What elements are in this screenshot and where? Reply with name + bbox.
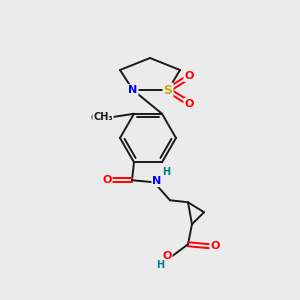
Text: CH₃: CH₃ <box>93 112 113 122</box>
Text: H: H <box>156 260 164 270</box>
Text: CH₃: CH₃ <box>90 113 110 123</box>
Text: H: H <box>162 167 170 177</box>
Text: N: N <box>152 176 162 186</box>
Text: O: O <box>162 251 172 261</box>
Text: O: O <box>102 175 112 185</box>
Text: O: O <box>184 99 194 109</box>
Text: O: O <box>210 241 220 251</box>
Text: N: N <box>128 85 138 95</box>
Text: S: S <box>164 83 172 97</box>
Text: O: O <box>184 71 194 81</box>
